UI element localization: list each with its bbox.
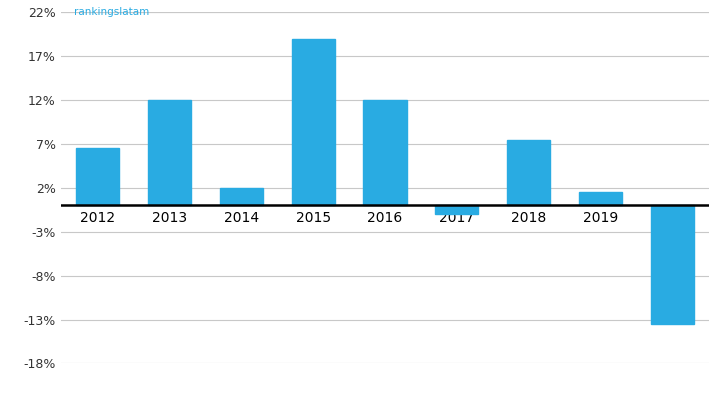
Bar xyxy=(579,192,623,205)
Bar xyxy=(435,205,479,214)
Bar xyxy=(508,140,550,205)
Bar xyxy=(147,100,191,205)
Bar xyxy=(364,100,406,205)
Bar xyxy=(291,39,335,205)
Bar xyxy=(220,188,262,205)
Bar xyxy=(76,148,119,205)
Text: rankingslatam: rankingslatam xyxy=(74,7,150,17)
Bar xyxy=(651,205,694,324)
